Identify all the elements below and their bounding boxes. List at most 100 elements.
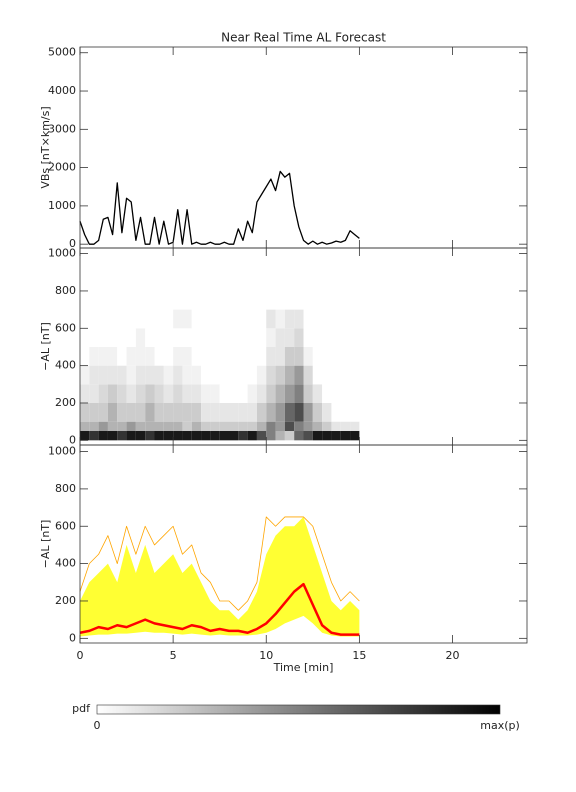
heat-cell — [89, 328, 99, 347]
heat-cell — [256, 421, 267, 431]
heat-cell — [350, 430, 360, 441]
heat-cell — [173, 346, 183, 366]
heat-cell — [284, 430, 295, 441]
heat-cell — [350, 328, 360, 347]
heat-cell — [182, 346, 192, 366]
chart-title: Near Real Time AL Forecast — [221, 31, 386, 45]
heat-cell — [284, 328, 295, 347]
heat-cell — [331, 328, 341, 347]
heat-cell — [238, 309, 248, 329]
heat-cell — [210, 346, 220, 366]
heat-cell — [256, 309, 267, 329]
heat-cell — [219, 384, 229, 403]
heat-cell — [312, 309, 323, 329]
y-tick-label: 400 — [55, 557, 76, 570]
heat-cell — [210, 421, 220, 431]
heat-cell — [89, 309, 99, 329]
heat-cell — [191, 365, 202, 385]
data-line — [79, 170, 360, 245]
heat-cell — [107, 402, 118, 422]
heat-cell — [107, 365, 118, 385]
y-tick-label: 1000 — [48, 445, 76, 458]
y-tick-label: 400 — [55, 359, 76, 372]
heat-cell — [312, 384, 323, 403]
heat-cell — [191, 309, 202, 329]
heat-cell — [107, 309, 118, 329]
x-axis-label: Time [min] — [273, 661, 334, 674]
heat-cell — [145, 421, 155, 431]
colorbar-label: pdf — [72, 702, 91, 715]
band — [80, 516, 360, 637]
heat-cell — [312, 365, 323, 385]
heat-cell — [284, 421, 295, 431]
y-tick-label: 3000 — [48, 122, 76, 135]
heat-cell — [163, 309, 174, 329]
heat-cell — [294, 421, 304, 431]
heat-cell — [219, 346, 229, 366]
heat-cell — [219, 309, 229, 329]
heat-cell — [322, 328, 332, 347]
heat-cell — [210, 384, 220, 403]
heat-cell — [284, 346, 295, 366]
x-tick-label: 5 — [170, 649, 177, 662]
heat-cell — [173, 421, 183, 431]
heat-cell — [154, 402, 164, 422]
heat-cell — [191, 384, 202, 403]
heat-cell — [219, 402, 229, 422]
heat-cell — [331, 384, 341, 403]
heat-cell — [201, 365, 211, 385]
heat-cell — [117, 346, 127, 366]
heat-cell — [89, 421, 99, 431]
heat-cell — [163, 402, 174, 422]
heat-cell — [322, 421, 332, 431]
heat-cell — [350, 384, 360, 403]
heat-cell — [303, 430, 313, 441]
heat-cell — [340, 430, 351, 441]
heat-cell — [201, 328, 211, 347]
heat-cell — [80, 402, 90, 422]
heat-cell — [266, 402, 276, 422]
heat-cell — [350, 309, 360, 329]
heat-cell — [340, 421, 351, 431]
heat-cell — [322, 402, 332, 422]
heat-cell — [229, 365, 239, 385]
heat-cell — [126, 365, 136, 385]
heat-cell — [284, 402, 295, 422]
heat-cell — [126, 402, 136, 422]
heat-cell — [182, 384, 192, 403]
heat-cell — [145, 309, 155, 329]
heat-cell — [145, 365, 155, 385]
heat-cell — [89, 384, 99, 403]
heat-cell — [266, 430, 276, 441]
heat-cell — [107, 421, 118, 431]
heat-cell — [154, 430, 164, 441]
heat-cell — [117, 309, 127, 329]
heat-cell — [98, 402, 108, 422]
heat-cell — [173, 430, 183, 441]
data-line — [79, 582, 360, 636]
heat-cell — [219, 365, 229, 385]
heat-cell — [154, 346, 164, 366]
heat-cell — [266, 365, 276, 385]
heat-cell — [126, 430, 136, 441]
heat-cell — [294, 430, 304, 441]
heat-cell — [247, 309, 257, 329]
colorbar-max: max(p) — [480, 719, 520, 732]
heat-cell — [145, 402, 155, 422]
heat-cell — [238, 346, 248, 366]
plot-frame — [79, 444, 528, 644]
heat-cell — [340, 328, 351, 347]
heat-cell — [182, 365, 192, 385]
heat-cell — [173, 309, 183, 329]
heat-cell — [201, 346, 211, 366]
heat-cell — [182, 328, 192, 347]
heat-cell — [256, 365, 267, 385]
heat-cell — [303, 384, 313, 403]
heat-cell — [80, 365, 90, 385]
heat-cell — [229, 384, 239, 403]
heat-cell — [266, 384, 276, 403]
heat-cell — [238, 365, 248, 385]
heat-cell — [340, 309, 351, 329]
heat-cell — [275, 402, 285, 422]
heat-cell — [238, 421, 248, 431]
